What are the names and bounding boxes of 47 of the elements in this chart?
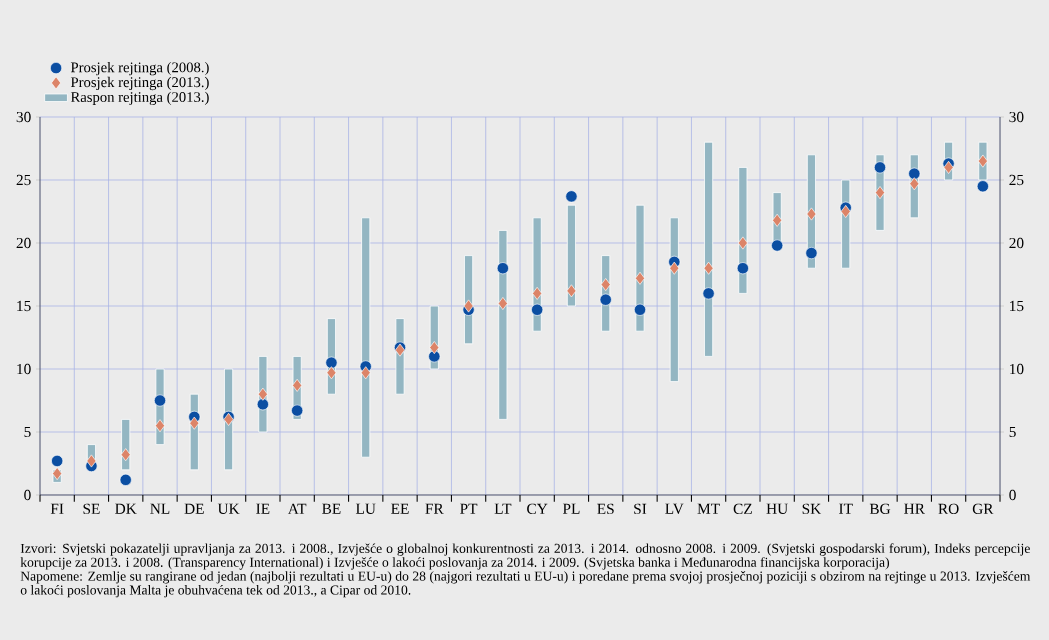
x-tick-label: DK (115, 503, 137, 514)
x-tick-label: AT (287, 503, 307, 514)
y-tick-label: 15 (17, 300, 31, 312)
x-tick-label: LV (665, 503, 684, 514)
y-tick-label: 30 (16, 111, 31, 123)
x-tick-label: SI (634, 503, 647, 515)
legend-label: Prosjek rejtinga (2013.) (70, 76, 209, 91)
x-tick-label: CZ (733, 503, 752, 515)
x-tick-label: GR (972, 503, 994, 515)
x-tick-label: LT (494, 503, 512, 514)
x-tick-label: SK (802, 503, 822, 515)
y2-tick-label: 15 (1010, 300, 1024, 312)
x-tick-label: SE (83, 503, 100, 515)
x-tick-label: CY (527, 503, 548, 515)
x-tick-label: IT (839, 503, 853, 514)
y-tick-label: 5 (24, 426, 31, 438)
y-tick-label: 25 (16, 174, 31, 186)
x-tick-label: FR (425, 503, 444, 514)
x-tick-label: EE (391, 503, 409, 514)
y-tick-label: 10 (17, 363, 31, 375)
x-tick-label: UK (217, 503, 240, 514)
x-tick-label: MT (697, 503, 720, 514)
y-tick-label: 20 (16, 237, 31, 249)
x-tick-label: HR (904, 503, 925, 514)
x-tick-label: BG (869, 503, 891, 515)
y2-tick-label: 5 (1009, 426, 1016, 438)
y-tick-label: 0 (24, 489, 31, 501)
text: Izvori: Svjetski pokazatelji upravljanja za 2013. i 2008., Izvješće o globalnoj konkurentnosti za 2013. i 2014. odnosno 2008. i 2009. (Svjetski gospodarski forum), Indeks percepcije korupcije za 2013. i 2008. (Transparency International) i Izvješće o lakoći poslovanja za 2014. i 2009. (Svjetska banka i Međunarodna financijska korporacija) (20, 543, 1030, 570)
x-tick-label: HU (766, 503, 788, 514)
y2-tick-label: 20 (1009, 237, 1024, 249)
x-tick-label: FI (50, 503, 64, 514)
x-tick-label: LU (355, 503, 376, 514)
x-tick-label: IE (256, 503, 270, 514)
legend-label: Raspon rejtinga (2013.) (70, 91, 209, 105)
text: Napomene: Zemlje su rangirane od jedan (najbolji rezultati u EU-u) do 28 (najgori rezultati u EU-u) i poredane prema svojoj prosječnoj poziciji s obzirom na rejtinge u 2013. Izvješćem o lakoći poslovanja Malta je obuhvaćena tek od 2013., a Cipar od 2010. (20, 571, 1031, 598)
x-tick-label: NL (150, 503, 170, 514)
y2-tick-label: 10 (1010, 363, 1024, 375)
legend-label: Prosjek rejtinga (2008.) (70, 61, 209, 76)
x-tick-label: DE (184, 503, 204, 514)
x-tick-label: PL (562, 503, 580, 514)
y2-tick-label: 0 (1009, 489, 1016, 501)
x-tick-label: PT (460, 503, 478, 514)
x-tick-label: RO (938, 503, 959, 515)
y2-tick-label: 30 (1009, 111, 1024, 123)
x-tick-label: ES (597, 503, 614, 515)
x-tick-label: BE (322, 503, 341, 514)
y2-tick-label: 25 (1009, 174, 1024, 186)
